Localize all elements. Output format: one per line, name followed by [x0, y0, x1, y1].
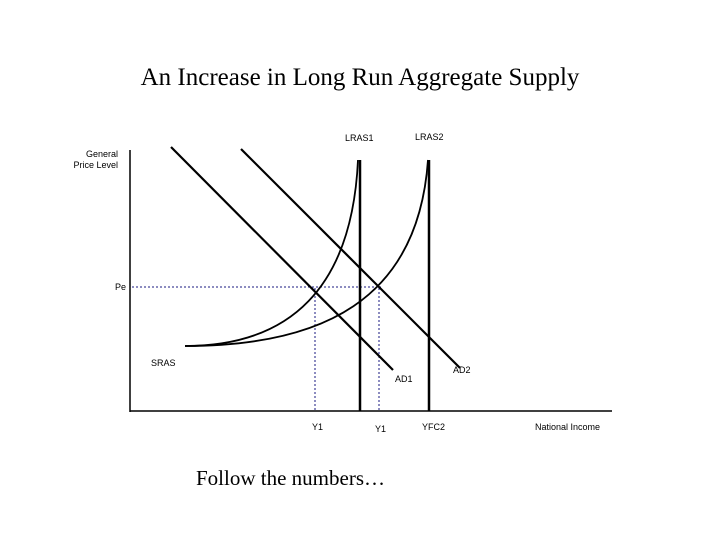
lras2-label: LRAS2 — [415, 132, 444, 142]
ad1-label: AD1 — [395, 374, 413, 384]
yfc2-label: YFC2 — [422, 422, 445, 432]
y1-right-label: Y1 — [375, 424, 386, 434]
slide-title: An Increase in Long Run Aggregate Supply — [140, 64, 580, 91]
pe-label: Pe — [115, 282, 126, 292]
y1-left-label: Y1 — [312, 422, 323, 432]
ad2-line — [240, 148, 461, 369]
sras-label: SRAS — [151, 358, 176, 368]
y-axis-label-line2: Price Level — [73, 160, 118, 170]
ad2-label: AD2 — [453, 365, 471, 375]
x-axis-label: National Income — [535, 422, 600, 432]
ad1-line — [170, 146, 394, 371]
y-axis-label-line1: General — [86, 149, 118, 159]
lras1-label: LRAS1 — [345, 133, 374, 143]
sras2-curve — [184, 159, 429, 347]
footer-caption: Follow the numbers… — [196, 466, 385, 490]
sras1-curve — [184, 159, 359, 347]
